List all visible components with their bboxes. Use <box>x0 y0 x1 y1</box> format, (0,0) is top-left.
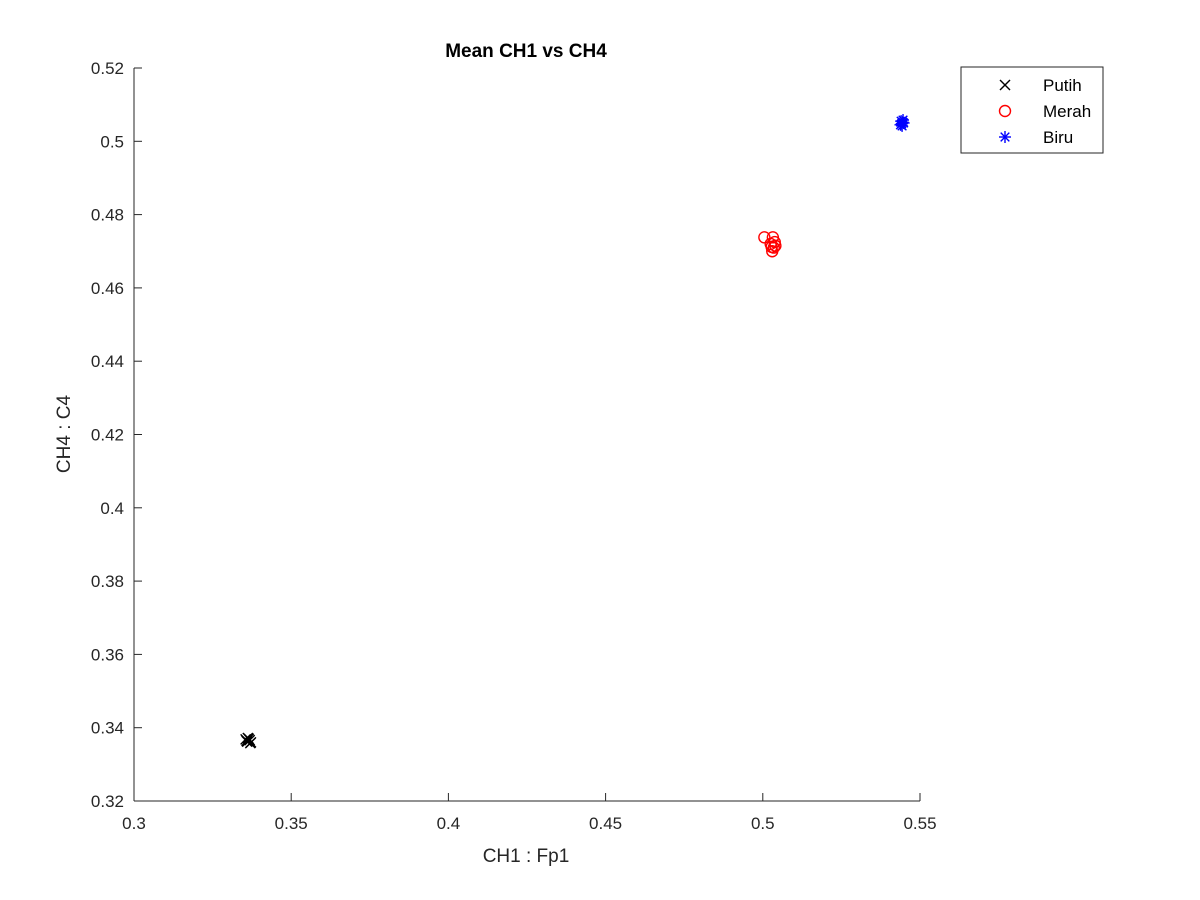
x-tick-label: 0.3 <box>122 814 146 833</box>
data-markers <box>240 114 910 749</box>
x-axis-label: CH1 : Fp1 <box>483 846 570 867</box>
x-tick-label: 0.55 <box>903 814 936 833</box>
data-point <box>241 736 253 748</box>
legend-marker <box>999 131 1011 143</box>
marker-stroke <box>999 79 1011 91</box>
data-point <box>764 237 777 251</box>
y-tick-label: 0.32 <box>91 792 124 811</box>
y-tick-label: 0.34 <box>91 719 124 738</box>
y-tick-label: 0.42 <box>91 426 124 445</box>
y-axis-label: CH4 : C4 <box>54 395 75 474</box>
series-merah <box>758 231 782 258</box>
marker-stroke <box>244 737 256 749</box>
y-tick-label: 0.5 <box>100 132 124 151</box>
legend-label: Merah <box>1043 102 1091 121</box>
x-tick-label: 0.35 <box>275 814 308 833</box>
marker-stroke <box>898 115 908 125</box>
legend-item: Biru <box>999 128 1073 147</box>
x-tick-label: 0.45 <box>589 814 622 833</box>
marker-circle <box>758 231 771 244</box>
legend-label: Biru <box>1043 128 1073 147</box>
data-point <box>758 231 771 244</box>
legend: Putih Merah Biru <box>960 66 1104 154</box>
data-point <box>896 119 909 132</box>
y-tick-label: 0.46 <box>91 279 124 298</box>
x-tick-label: 0.5 <box>751 814 775 833</box>
marker-stroke <box>897 121 907 131</box>
y-tick-label: 0.44 <box>91 352 124 371</box>
x-tick-label: 0.4 <box>437 814 461 833</box>
axes: 0.3 0.35 0.4 0.45 0.5 0.55 0.32 0.34 0.36 0.38 0.4… <box>91 59 937 833</box>
data-point <box>244 737 256 749</box>
legend-item: Putih <box>999 76 1082 95</box>
series-putih <box>240 732 257 749</box>
legend-item: Merah <box>998 102 1091 121</box>
y-tick-label: 0.4 <box>100 499 124 518</box>
marker-stroke <box>243 733 255 745</box>
chart-title: Mean CH1 vs CH4 <box>445 41 607 62</box>
legend-marker <box>998 104 1012 118</box>
marker-circle <box>764 237 777 251</box>
y-tick-label: 0.38 <box>91 572 124 591</box>
legend-box <box>960 66 1104 154</box>
y-tick-label: 0.52 <box>91 59 124 78</box>
y-tick-label: 0.36 <box>91 645 124 664</box>
series-biru <box>894 114 910 132</box>
marker-stroke <box>241 736 253 748</box>
y-tick-label: 0.48 <box>91 206 124 225</box>
legend-label: Putih <box>1043 76 1082 95</box>
marker-stroke <box>1000 132 1010 142</box>
marker-circle <box>998 104 1012 118</box>
legend-marker <box>999 79 1011 91</box>
